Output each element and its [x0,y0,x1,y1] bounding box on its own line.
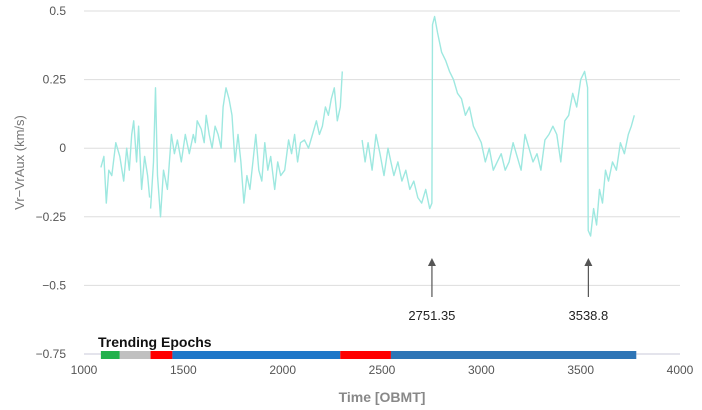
epoch-band [100,351,120,359]
annotation-label: 2751.35 [408,308,455,323]
x-tick-label: 1500 [170,363,197,377]
epoch-band [150,351,173,359]
x-tick-label: 4000 [667,363,694,377]
y-axis-title: Vr−VrAux (km/s) [12,115,27,210]
series-line [100,120,151,204]
series-line [149,71,343,218]
annotation-label: 3538.8 [568,308,608,323]
y-tick-label: 0.5 [49,4,66,18]
x-tick-label: 1000 [71,363,98,377]
trending-epochs-title: Trending Epochs [98,334,212,350]
x-tick-label: 3000 [468,363,495,377]
y-tick-label: −0.25 [36,210,67,224]
y-tick-label: 0.25 [43,73,67,87]
epoch-band [172,351,341,359]
epoch-band [119,351,151,359]
y-tick-label: −0.75 [36,347,67,361]
y-tick-label: −0.5 [42,278,66,292]
epoch-band [340,351,391,359]
annotation-arrow-head [584,258,593,266]
y-tick-label: 0 [59,141,66,155]
annotation-arrow-head [427,258,436,266]
x-tick-label: 2000 [269,363,296,377]
x-tick-label: 3500 [567,363,594,377]
x-axis-title: Time [OBMT] [339,389,426,405]
epoch-band [390,351,637,359]
x-tick-label: 2500 [369,363,396,377]
series-line [361,15,635,237]
